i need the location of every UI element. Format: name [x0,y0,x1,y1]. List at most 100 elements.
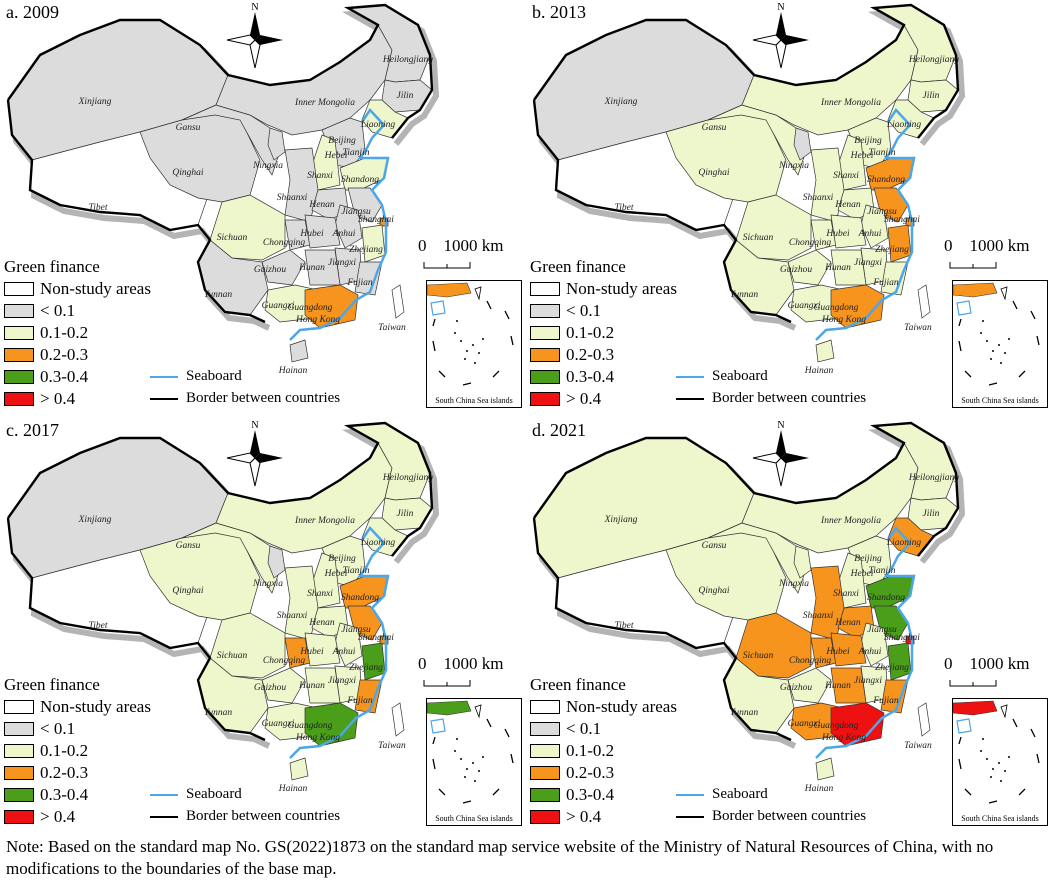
legend-label: Non-study areas [40,697,151,716]
seaboard-legend: Seaboard [150,786,242,803]
province-label-innermongolia: Inner Mongolia [820,98,881,108]
border-label: Border between countries [186,808,341,824]
legend-label: 0.1-0.2 [566,323,615,342]
scale-label: 0 1000 km [944,236,1030,255]
province-label-hainan: Hainan [278,784,308,794]
province-label-hainan: Hainan [278,366,308,376]
legend-item: > 0.4 [4,389,75,408]
province-fujian [880,261,909,296]
province-label-liaoning: Liaoning [360,120,396,130]
china-province-map: Xinjiang Tibet Qinghai Gansu Inner Mongolia H… [532,420,997,794]
legend-item: < 0.1 [530,301,601,320]
legend-label: 0.2-0.3 [40,763,89,782]
province-hainan [289,339,309,363]
province-label-jiangxi: Jiangxi [854,258,882,268]
province-label-hebei: Hebei [850,151,874,161]
legend-swatch [4,700,34,714]
legend-swatch [530,766,560,780]
border-swatch [676,815,704,818]
legend-item: < 0.1 [4,301,75,320]
seaboard-line [815,107,916,341]
province-label-hubei: Hubei [299,647,324,657]
province-label-anhui: Anhui [858,229,882,239]
north-label: N [777,420,784,431]
province-label-sichuan: Sichuan [217,651,248,661]
scale-label: 0 1000 km [418,236,504,255]
seaboard-legend: Seaboard [676,786,768,803]
province-label-shanxi: Shanxi [307,171,333,181]
legend-item: Non-study areas [530,279,677,298]
legend-item: Non-study areas [530,697,677,716]
province-label-guangxi: Guangxi [788,719,821,729]
legend-swatch [4,370,34,384]
province-guizhou [787,667,832,704]
province-label-shaanxi: Shaanxi [277,193,308,203]
south-china-sea-inset: South China Sea islands [426,698,522,826]
province-label-liaoning: Liaoning [360,538,396,548]
legend-swatch [530,304,560,318]
province-label-hunan: Hunan [824,263,851,273]
inset-label: South China Sea islands [435,814,513,823]
border-swatch [150,397,178,400]
province-label-hubei: Hubei [299,229,324,239]
legend-swatch [530,282,560,296]
province-hubei [304,214,341,249]
province-zhejiang [361,224,386,263]
legend-item: > 0.4 [530,389,601,408]
seaboard-label: Seaboard [712,786,768,802]
province-label-shaanxi: Shaanxi [803,193,834,203]
north-arrow-icon: N [752,2,809,69]
province-label-gansu: Gansu [702,541,727,551]
legend-label: < 0.1 [40,719,76,738]
seaboard-label: Seaboard [186,786,242,802]
border-swatch [676,397,704,400]
province-label-tianjin: Tianjin [869,148,896,158]
province-taiwan [917,284,931,319]
province-label-henan: Henan [834,200,861,210]
province-label-yunnan: Yunnan [204,708,232,718]
legend-label: 0.1-0.2 [40,323,89,342]
footnote: Note: Based on the standard map No. GS(2… [6,837,994,878]
border-legend: Border between countries [150,390,340,407]
province-hainan [289,757,309,781]
province-fujian [880,679,909,714]
legend-item: 0.2-0.3 [4,763,89,782]
legend-swatch [4,788,34,802]
province-label-sichuan: Sichuan [743,233,774,243]
province-label-xinjiang: Xinjiang [78,97,112,107]
province-label-shanghai: Shanghai [358,633,394,643]
province-label-tibet: Tibet [88,203,107,213]
province-label-taiwan: Taiwan [378,741,406,751]
province-label-hongkong: Hong Kong [821,315,866,325]
legend-label: 0.2-0.3 [40,345,89,364]
legend-swatch [530,326,560,340]
scale-bar [423,680,471,687]
province-label-beijing: Beijing [854,554,882,564]
province-label-qinghai: Qinghai [172,586,204,596]
province-fujian [354,261,383,296]
province-label-jiangsu: Jiangsu [341,625,371,635]
south-china-sea-inset: South China Sea islands [426,280,522,408]
province-label-guizhou: Guizhou [780,683,812,693]
border-legend: Border between countries [150,808,340,825]
legend-item: 0.3-0.4 [4,785,88,804]
province-label-shaanxi: Shaanxi [277,611,308,621]
border-legend: Border between countries [676,390,866,407]
inset-map [952,282,1040,386]
province-label-tibet: Tibet [614,621,633,631]
legend-swatch [4,392,34,406]
border-label: Border between countries [712,808,867,824]
province-label-heilongjiang: Heilongjiang [908,55,959,65]
panel-title: d. 2021 [532,420,586,440]
province-hainan [815,339,835,363]
seaboard-swatch [676,375,704,378]
border-swatch [150,815,178,818]
border-legend: Border between countries [676,808,866,825]
province-label-chongqing: Chongqing [789,238,831,248]
province-label-chongqing: Chongqing [263,238,305,248]
inset-label: South China Sea islands [961,396,1039,405]
province-label-shanghai: Shanghai [884,215,920,225]
inset-map [426,700,514,804]
seaboard-legend: Seaboard [150,368,242,385]
province-label-zhejiang: Zhejiang [875,245,909,255]
